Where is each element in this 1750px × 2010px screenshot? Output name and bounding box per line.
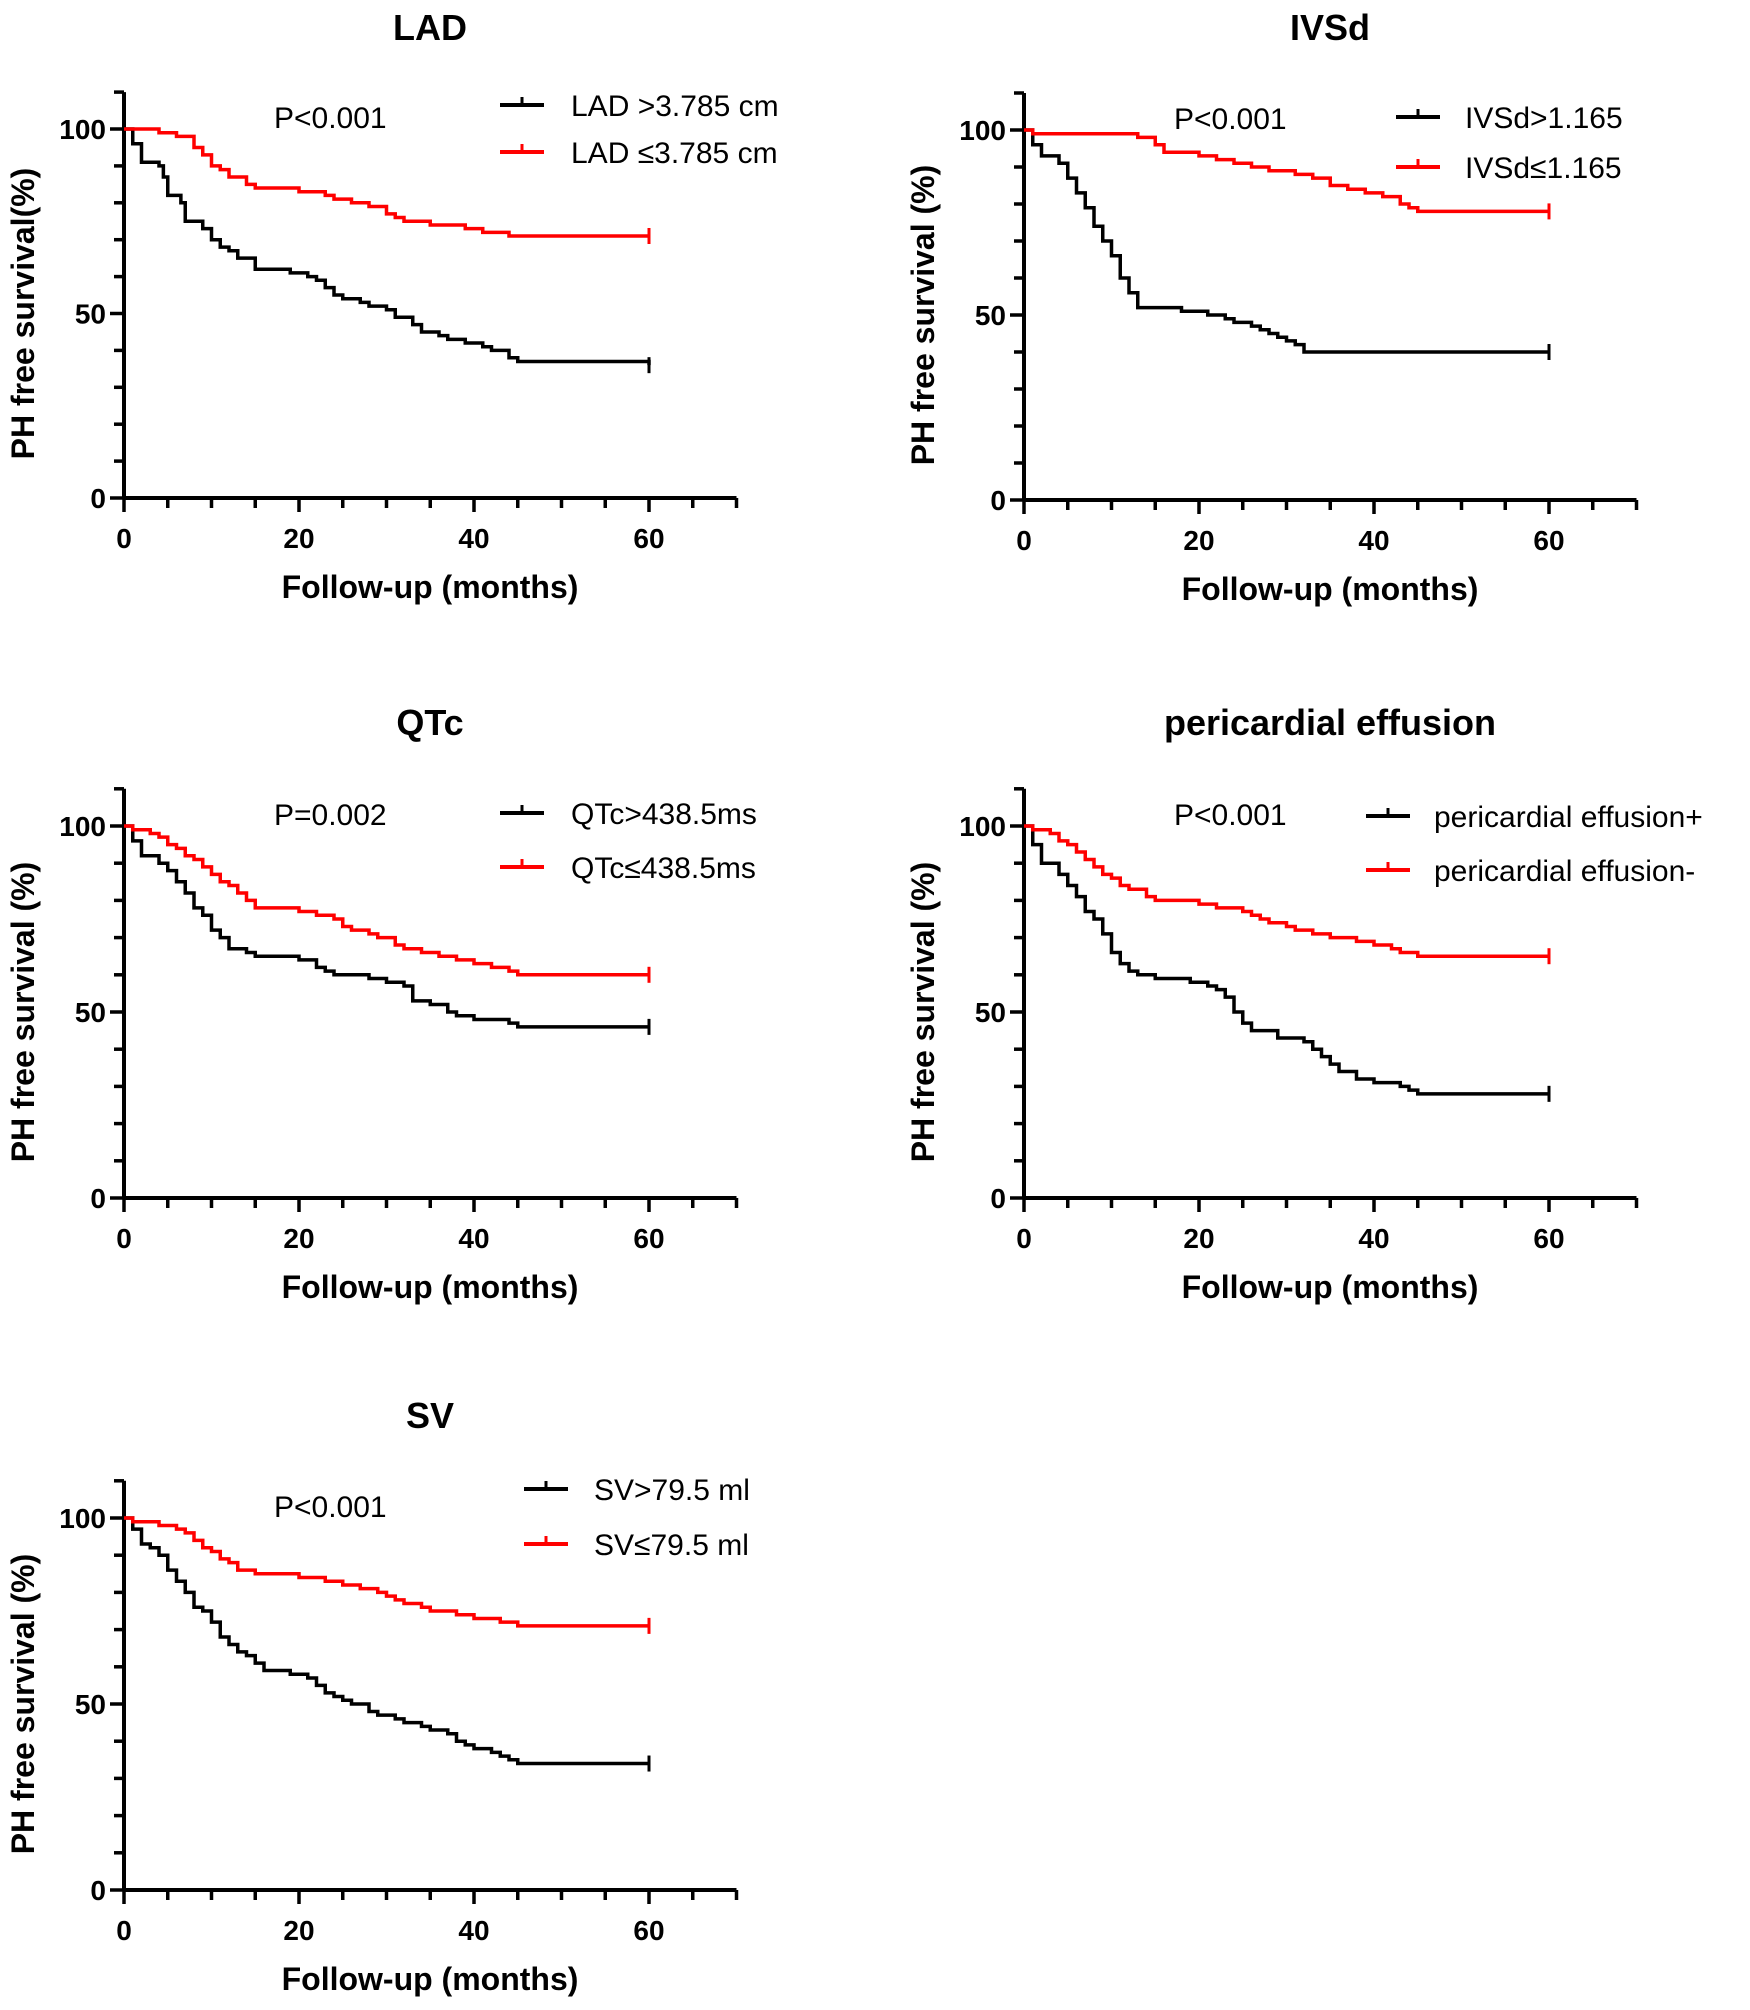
y-tick-label: 100 [959,811,1006,842]
x-tick-label: 40 [458,523,489,554]
x-axis-label: Follow-up (months) [1182,1269,1479,1305]
y-axis-label: PH free survival (%) [905,165,941,466]
y-tick-label: 50 [75,997,106,1028]
y-axis-label: PH free survival (%) [5,862,41,1163]
y-tick-label: 100 [59,114,106,145]
km-curve-high [1024,824,1549,1096]
x-tick-label: 60 [1533,1223,1564,1254]
y-tick-label: 50 [975,300,1006,331]
legend-label: SV>79.5 ml [594,1474,750,1507]
y-axis-label: PH free survival(%) [5,168,41,460]
chart-qtc: QTc 0 20 40 60 0 50 100 Follow-up (months) PH fre… [5,702,757,1305]
x-tick-label: 0 [1016,1223,1032,1254]
km-curve-low [1024,824,1549,958]
chart-ivsd: IVSd 0 20 40 60 0 50 100 Follow-up (months) PH fr… [905,7,1639,607]
km-curve-high [124,824,649,1029]
chart-title: QTc [396,702,463,743]
y-tick-label: 0 [90,1183,106,1214]
p-value-annotation: P=0.002 [274,799,387,832]
x-tick-label: 0 [1016,525,1032,556]
km-curve-low [1024,128,1549,214]
p-value-annotation: P<0.001 [274,1491,387,1524]
legend-label: IVSd>1.165 [1465,102,1623,135]
y-tick-label: 50 [975,997,1006,1028]
x-tick-label: 60 [633,523,664,554]
km-curve-low [124,127,649,238]
legend-label: SV≤79.5 ml [594,1529,749,1562]
legend-label: QTc≤438.5ms [571,852,756,885]
x-tick-label: 20 [283,523,314,554]
x-tick-label: 0 [116,1915,132,1946]
y-tick-label: 0 [90,1875,106,1906]
x-tick-label: 60 [1533,525,1564,556]
legend-label: IVSd≤1.165 [1465,152,1622,185]
x-tick-label: 40 [1358,1223,1389,1254]
x-tick-label: 40 [1358,525,1389,556]
y-tick-label: 0 [990,1183,1006,1214]
x-axis-label: Follow-up (months) [1182,571,1479,607]
km-curve-low [124,1516,649,1628]
x-tick-label: 40 [458,1223,489,1254]
chart-title: LAD [393,7,467,48]
km-curve-high [124,1516,649,1766]
x-tick-label: 20 [1183,525,1214,556]
x-tick-label: 40 [458,1915,489,1946]
legend-label: LAD ≤3.785 cm [571,137,778,170]
x-axis-label: Follow-up (months) [282,1269,579,1305]
y-tick-label: 0 [90,483,106,514]
y-tick-label: 100 [959,115,1006,146]
x-axis-label: Follow-up (months) [282,1961,579,1997]
chart-title: IVSd [1290,7,1370,48]
legend-label: LAD >3.785 cm [571,90,779,123]
p-value-annotation: P<0.001 [274,102,387,135]
y-tick-label: 50 [75,1689,106,1720]
x-tick-label: 20 [283,1915,314,1946]
km-curve-high [1024,128,1549,354]
chart-sv: SV 0 20 40 60 0 50 100 Follow-up (months) PH free… [5,1395,750,1997]
legend-label: pericardial effusion- [1434,855,1695,888]
y-axis-label: PH free survival (%) [5,1554,41,1855]
chart-pericardial-effusion: pericardial effusion 0 20 40 60 0 50 100 Follow-… [905,702,1703,1305]
x-tick-label: 20 [1183,1223,1214,1254]
p-value-annotation: P<0.001 [1174,103,1287,136]
x-tick-label: 0 [116,523,132,554]
chart-title: pericardial effusion [1164,702,1496,743]
km-curve-low [124,824,649,977]
y-tick-label: 50 [75,299,106,330]
x-tick-label: 60 [633,1223,664,1254]
x-tick-label: 60 [633,1915,664,1946]
legend-label: pericardial effusion+ [1434,801,1703,834]
p-value-annotation: P<0.001 [1174,799,1287,832]
y-axis-label: PH free survival (%) [905,862,941,1163]
legend-label: QTc>438.5ms [571,798,757,831]
chart-title: SV [406,1395,454,1436]
x-tick-label: 0 [116,1223,132,1254]
y-tick-label: 100 [59,811,106,842]
x-axis-label: Follow-up (months) [282,569,579,605]
y-tick-label: 100 [59,1503,106,1534]
chart-lad: LAD 0 20 40 60 0 50 100 Follow-up (months) PH fre… [5,7,779,605]
x-tick-label: 20 [283,1223,314,1254]
y-tick-label: 0 [990,485,1006,516]
km-curve-high [124,127,651,366]
